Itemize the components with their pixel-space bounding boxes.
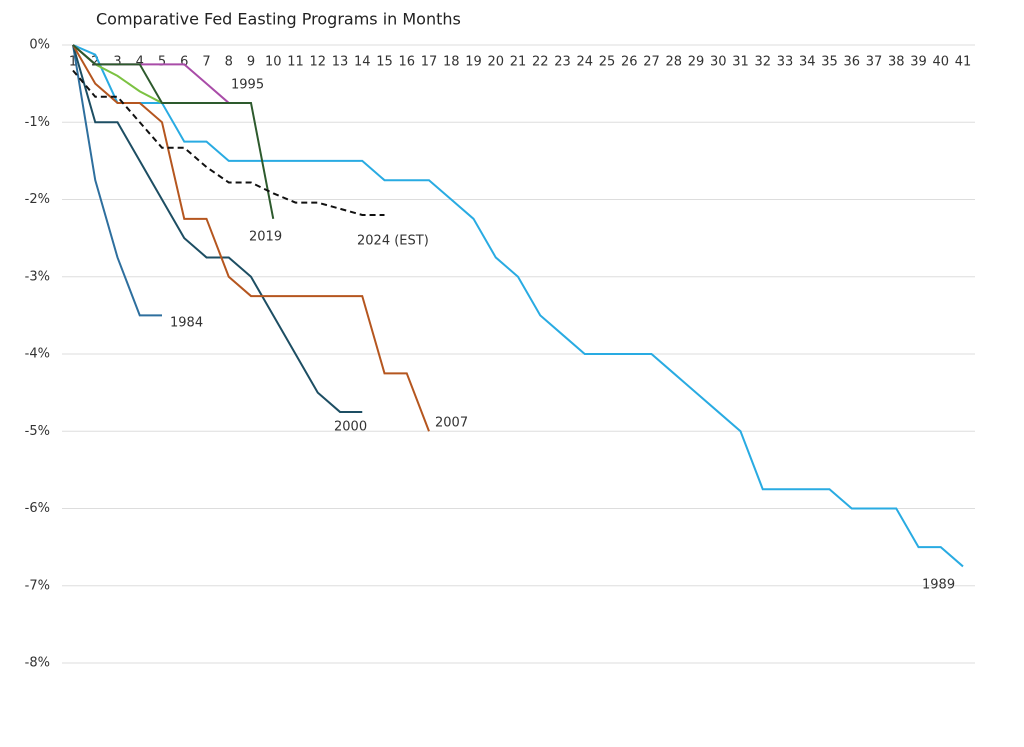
- x-tick-label: 15: [376, 55, 393, 70]
- y-tick-label: -5%: [25, 424, 50, 439]
- x-tick-label: 29: [688, 55, 705, 70]
- x-tick-label: 23: [554, 55, 571, 70]
- series-label: 1995: [231, 78, 264, 93]
- x-tick-label: 25: [599, 55, 616, 70]
- series-line: [72, 44, 162, 317]
- x-tick-label: 17: [421, 55, 438, 70]
- series-line: [72, 44, 430, 432]
- series-label: 2019: [249, 230, 282, 245]
- x-tick-label: 18: [443, 55, 460, 70]
- x-tick-label: 12: [309, 55, 326, 70]
- x-tick-label: 7: [202, 55, 210, 70]
- x-tick-label: 19: [465, 55, 482, 70]
- x-tick-label: 8: [225, 55, 233, 70]
- x-tick-label: 21: [510, 55, 527, 70]
- series-label: 1989: [922, 578, 955, 593]
- series-label: 1984: [170, 316, 203, 331]
- x-tick-label: 28: [665, 55, 682, 70]
- x-tick-label: 14: [354, 55, 371, 70]
- series-label: 2024 (EST): [357, 234, 429, 249]
- y-tick-label: -7%: [25, 578, 50, 593]
- y-tick-label: -6%: [25, 501, 50, 516]
- series-label: 2007: [435, 416, 468, 431]
- chart-title: Comparative Fed Easting Programs in Mont…: [96, 10, 461, 29]
- x-tick-label: 4: [136, 55, 144, 70]
- x-tick-label: 3: [113, 55, 121, 70]
- x-tick-label: 26: [621, 55, 638, 70]
- y-tick-label: -3%: [25, 269, 50, 284]
- y-tick-label: -2%: [25, 192, 50, 207]
- y-tick-label: 0%: [29, 38, 50, 53]
- series-line: [72, 44, 964, 568]
- x-tick-label: 9: [247, 55, 255, 70]
- x-tick-label: 16: [398, 55, 415, 70]
- y-tick-label: -8%: [25, 656, 50, 671]
- series-line: [72, 69, 385, 216]
- x-tick-label: 24: [576, 55, 593, 70]
- x-tick-label: 6: [180, 55, 188, 70]
- x-tick-label: 36: [843, 55, 860, 70]
- x-tick-label: 38: [888, 55, 905, 70]
- x-tick-label: 13: [332, 55, 349, 70]
- x-tick-label: 39: [910, 55, 927, 70]
- x-tick-label: 32: [754, 55, 771, 70]
- x-tick-label: 5: [158, 55, 166, 70]
- series-line: [72, 44, 275, 220]
- x-tick-label: 2: [91, 55, 99, 70]
- x-tick-label: 10: [265, 55, 282, 70]
- x-tick-label: 1: [69, 55, 77, 70]
- x-tick-label: 40: [932, 55, 949, 70]
- x-tick-label: 11: [287, 55, 304, 70]
- series-line: [72, 44, 363, 413]
- x-tick-label: 41: [955, 55, 972, 70]
- x-tick-label: 35: [821, 55, 838, 70]
- series-label: 2000: [334, 420, 367, 435]
- x-tick-label: 33: [777, 55, 794, 70]
- x-tick-label: 30: [710, 55, 727, 70]
- x-tick-label: 22: [532, 55, 549, 70]
- x-tick-label: 27: [643, 55, 660, 70]
- y-tick-label: -4%: [25, 347, 50, 362]
- y-tick-label: -1%: [25, 115, 50, 130]
- x-tick-label: 31: [732, 55, 749, 70]
- x-tick-label: 20: [487, 55, 504, 70]
- x-tick-label: 37: [866, 55, 883, 70]
- x-tick-label: 34: [799, 55, 816, 70]
